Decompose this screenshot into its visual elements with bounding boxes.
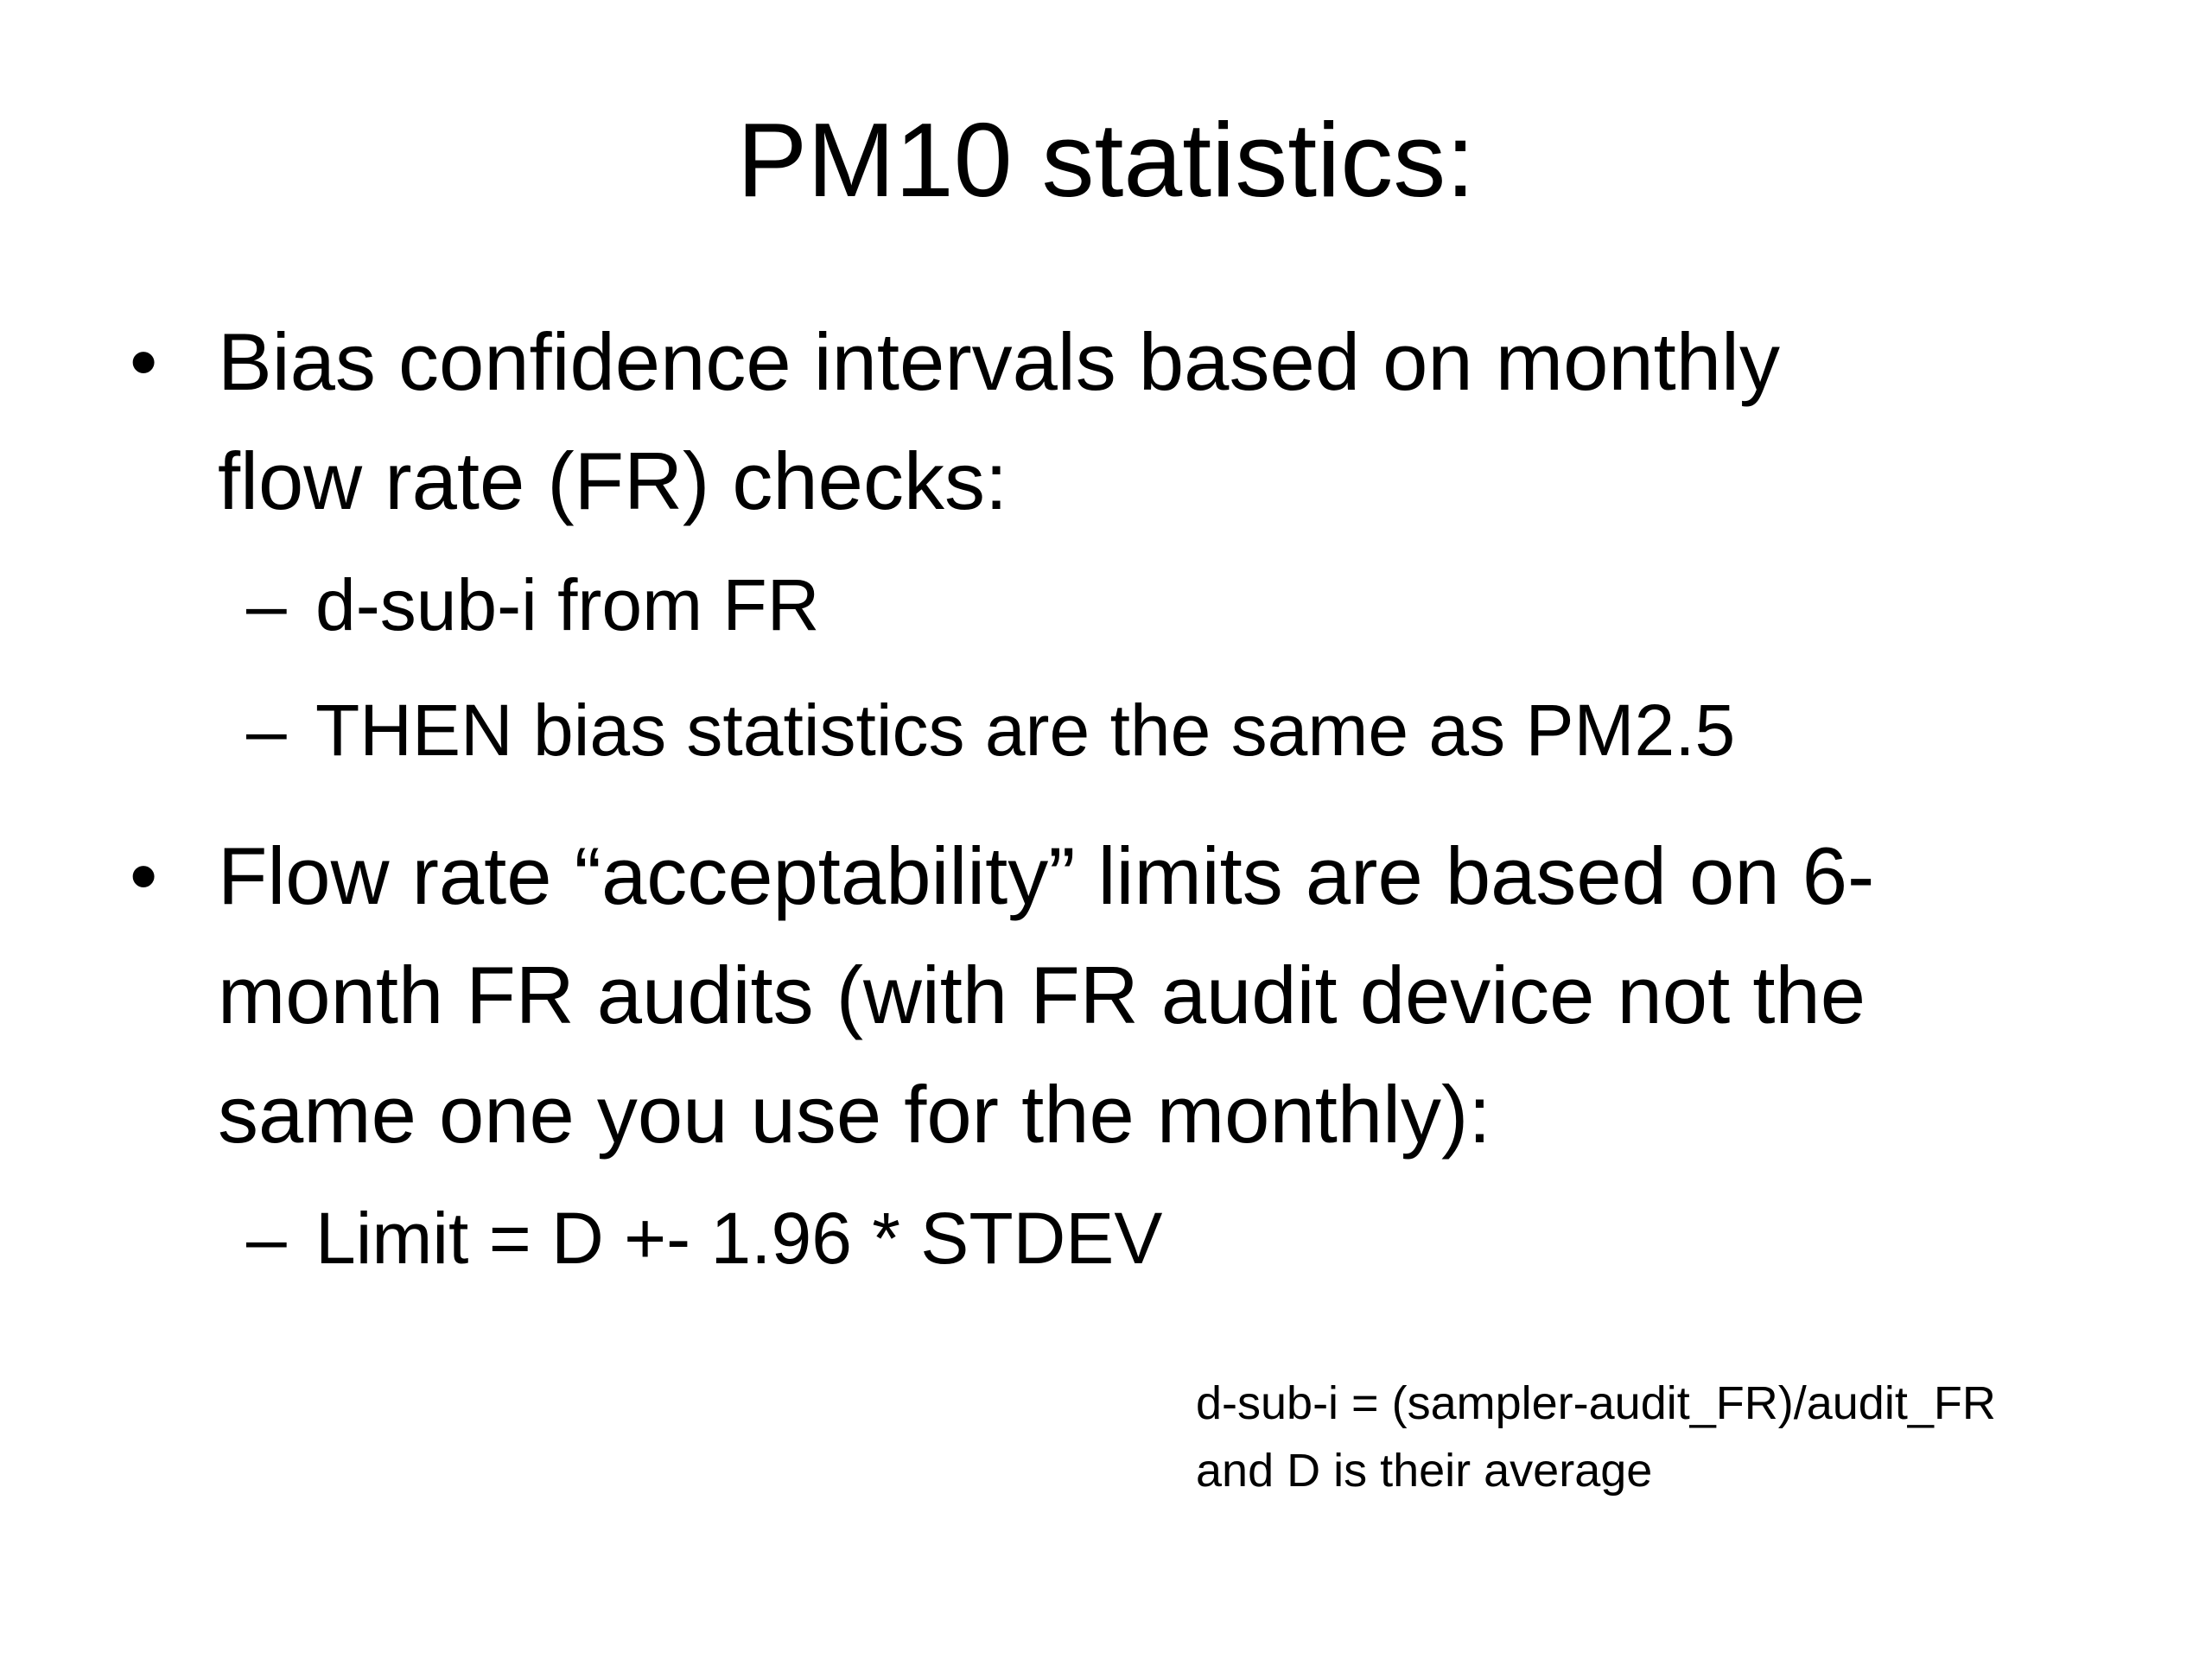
bullet-text: Bias confidence intervals based on month… [218,316,1780,526]
footnote-line: d-sub-i = (sampler-audit_FR)/audit_FR [1196,1377,1996,1429]
bullet-text: Flow rate “acceptability” limits are bas… [218,830,1875,1160]
subitem-symbol: – [246,690,287,771]
slide-title: PM10 statistics: [736,101,1476,219]
subitem-text: THEN bias statistics are the same as PM2… [315,690,1736,771]
bullet-symbol: • [130,318,158,406]
subitem-text: Limit = D +- 1.96 * STDEV [315,1198,1163,1279]
subitem-symbol: – [246,564,287,645]
footnote: d-sub-i = (sampler-audit_FR)/audit_FR an… [1196,1370,2190,1504]
footnote-line: and D is their average [1196,1445,1653,1497]
subitem-symbol: – [246,1198,287,1279]
subitem-text: d-sub-i from FR [315,564,820,645]
bullet-symbol: • [130,832,158,920]
